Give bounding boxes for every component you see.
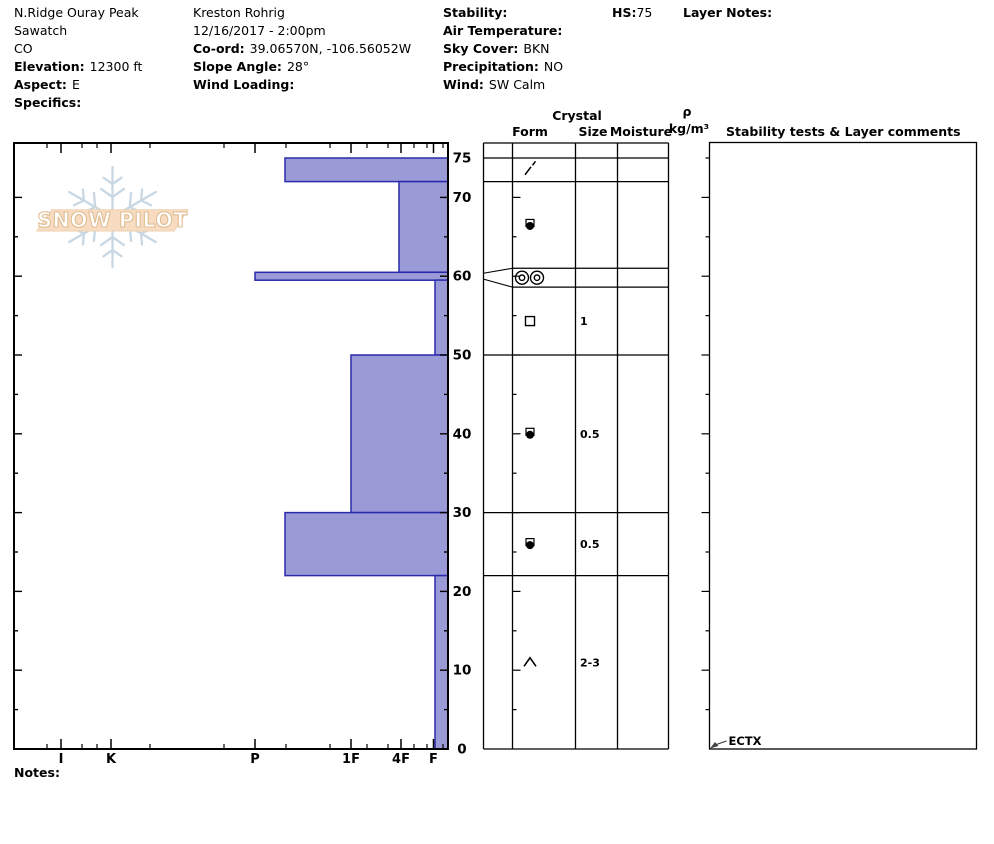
elevation-value: 12300 ft [89, 59, 143, 74]
hardness-axis-label: F [429, 752, 438, 767]
wind-label: Wind: [443, 77, 484, 92]
grain-form-symbol [525, 538, 535, 550]
slope-angle-label: Slope Angle: [193, 59, 282, 74]
hardness-bar [434, 574, 449, 750]
precip-line: Precipitation: NO [443, 58, 563, 76]
grain-form-symbol [525, 218, 535, 230]
coord-value: 39.06570N, -106.56052W [249, 41, 412, 56]
size-header: Size [578, 124, 608, 139]
hardness-bar [254, 271, 449, 281]
stability-label: Stability: [443, 5, 508, 20]
aspect-line: Aspect: E [14, 76, 142, 94]
grain-size-value: 0.5 [580, 428, 600, 441]
stability-line: Stability: [443, 4, 563, 22]
density-symbol-header: ρ [682, 104, 692, 119]
grain-size-value: 2-3 [580, 656, 600, 669]
svg-text:SNOW PILOT: SNOW PILOT [37, 208, 188, 232]
wind-line: Wind: SW Calm [443, 76, 563, 94]
specifics-line: Specifics: [14, 94, 142, 112]
wind-loading-label: Wind Loading: [193, 77, 295, 92]
depth-axis-label: 10 [453, 663, 472, 679]
depth-axis-label: 70 [453, 190, 472, 206]
hardness-axis-label: 4F [392, 752, 410, 767]
depth-axis-label: 0 [457, 742, 466, 758]
depth-axis-label: 30 [453, 505, 472, 521]
snowpilot-logo-banner: SNOW PILOT [35, 207, 189, 233]
form-header: Form [512, 124, 548, 139]
hardness-bar [350, 354, 449, 514]
coord-label: Co-ord: [193, 41, 245, 56]
hs-value: 75 [636, 5, 653, 20]
hardness-axis-label: I [59, 752, 64, 767]
stability-test-annotation: ECTX [710, 734, 762, 749]
grain-size-value: 0.5 [580, 538, 600, 551]
layer-notes-block: Layer Notes: [683, 4, 772, 22]
grain-form-symbol [524, 315, 536, 327]
location-block: N.Ridge Ouray Peak Sawatch CO Elevation:… [14, 4, 142, 112]
wind-loading-line: Wind Loading: [193, 76, 411, 94]
aspect-label: Aspect: [14, 77, 67, 92]
grain-form-symbol [525, 427, 535, 439]
coord-line: Co-ord: 39.06570N, -106.56052W [193, 40, 411, 58]
density-units-header: kg/m³ [668, 121, 710, 136]
hardness-axis-label: K [106, 752, 117, 767]
state: CO [14, 41, 33, 56]
slope-angle-line: Slope Angle: 28° [193, 58, 411, 76]
elevation-line: Elevation: 12300 ft [14, 58, 142, 76]
hardness-axis-label: 1F [342, 752, 360, 767]
hardness-bar [398, 180, 449, 273]
hardness-bar [284, 511, 449, 577]
aspect-value: E [71, 77, 80, 92]
elevation-label: Elevation: [14, 59, 85, 74]
observer-name: Kreston Rohrig [193, 5, 285, 20]
specifics-label: Specifics: [14, 95, 82, 110]
air-temp-label: Air Temperature: [443, 23, 563, 38]
depth-axis-label: 50 [453, 348, 472, 364]
mountain-range: Sawatch [14, 23, 68, 38]
thin-layer-notch [483, 267, 513, 288]
observation-datetime: 12/16/2017 - 2:00pm [193, 23, 326, 38]
moisture-header: Moisture [609, 124, 673, 139]
hardness-axis-label: P [250, 752, 260, 767]
depth-axis-label: 75 [453, 151, 472, 167]
slope-angle-value: 28° [286, 59, 310, 74]
grain-form-symbol [523, 656, 537, 667]
sky-cover-value: BKN [523, 41, 550, 56]
air-temp-line: Air Temperature: [443, 22, 563, 40]
conditions-block: Stability: Air Temperature: Sky Cover: BK… [443, 4, 563, 94]
crystal-header: Crystal [552, 108, 602, 123]
grain-form-symbol [514, 270, 545, 285]
depth-axis-label: 20 [453, 584, 472, 600]
hardness-bar [284, 157, 449, 183]
precip-value: NO [543, 59, 564, 74]
layer-notes-label: Layer Notes: [683, 5, 773, 20]
grain-size-value: 1 [580, 315, 588, 328]
sky-cover-label: Sky Cover: [443, 41, 519, 56]
depth-axis-label: 40 [453, 426, 472, 442]
stability-tests-header: Stability tests & Layer comments [726, 124, 961, 139]
notes-label: Notes: [14, 765, 60, 780]
grain-form-symbol [524, 160, 537, 176]
wind-value: SW Calm [488, 77, 546, 92]
observer-block: Kreston Rohrig 12/16/2017 - 2:00pm Co-or… [193, 4, 411, 94]
svg-text:ECTX: ECTX [729, 734, 762, 748]
precip-label: Precipitation: [443, 59, 539, 74]
stability-comments-box [708, 141, 978, 750]
hardness-bar [434, 279, 449, 356]
sky-cover-line: Sky Cover: BKN [443, 40, 563, 58]
hs-block: HS:75 [612, 4, 652, 22]
hs-label: HS: [612, 5, 637, 20]
depth-axis-label: 60 [453, 269, 472, 285]
site-name: N.Ridge Ouray Peak [14, 5, 139, 20]
